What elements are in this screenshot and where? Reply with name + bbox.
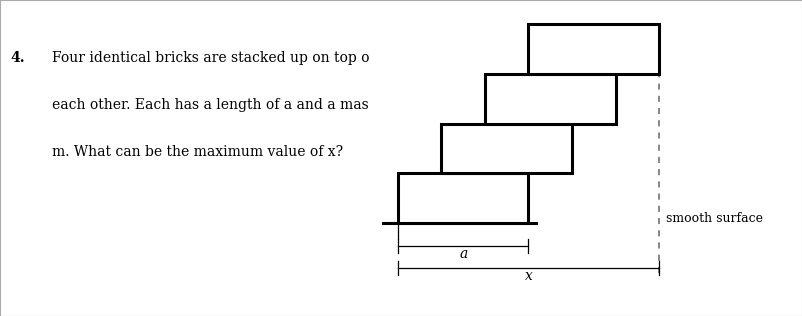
- Text: a: a: [459, 247, 468, 261]
- Bar: [398, 173, 529, 223]
- Bar: [441, 124, 572, 173]
- Bar: [485, 74, 615, 124]
- Text: 4.: 4.: [10, 51, 25, 64]
- Bar: [529, 24, 659, 74]
- Text: Four identical bricks are stacked up on top of: Four identical bricks are stacked up on …: [52, 51, 375, 64]
- Text: m. What can be the maximum value of x?: m. What can be the maximum value of x?: [52, 145, 343, 159]
- Text: smooth surface: smooth surface: [666, 212, 764, 225]
- Text: each other. Each has a length of a and a mass of: each other. Each has a length of a and a…: [52, 98, 394, 112]
- Text: x: x: [525, 269, 533, 283]
